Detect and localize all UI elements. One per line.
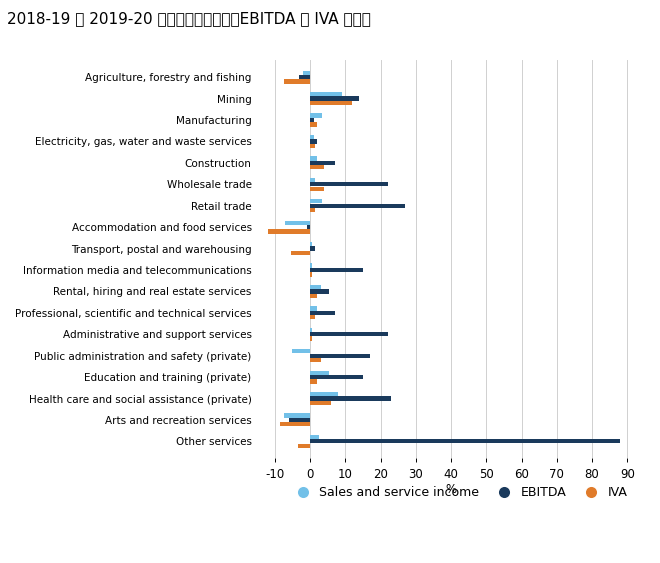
- Bar: [310, 435, 319, 439]
- Bar: [310, 306, 317, 311]
- Bar: [310, 332, 387, 336]
- Bar: [280, 422, 310, 426]
- Bar: [310, 272, 312, 276]
- Bar: [310, 328, 312, 332]
- Bar: [310, 186, 324, 191]
- Bar: [310, 294, 317, 298]
- Bar: [310, 379, 317, 383]
- Bar: [310, 358, 321, 362]
- Bar: [310, 315, 315, 319]
- Bar: [285, 221, 310, 225]
- Bar: [310, 101, 352, 105]
- Legend: Sales and service income, EBITDA, IVA: Sales and service income, EBITDA, IVA: [285, 481, 632, 504]
- Bar: [310, 139, 317, 144]
- Bar: [310, 392, 339, 396]
- Bar: [292, 349, 310, 354]
- Bar: [284, 413, 310, 418]
- X-axis label: %: %: [446, 483, 457, 497]
- Bar: [310, 375, 363, 379]
- Bar: [310, 268, 363, 272]
- Bar: [268, 229, 310, 234]
- Bar: [300, 75, 310, 79]
- Bar: [310, 289, 329, 293]
- Bar: [306, 225, 310, 229]
- Bar: [290, 251, 310, 255]
- Bar: [310, 92, 342, 96]
- Bar: [310, 370, 329, 375]
- Bar: [310, 135, 314, 139]
- Bar: [289, 418, 310, 422]
- Bar: [310, 401, 331, 405]
- Bar: [310, 122, 317, 127]
- Bar: [298, 444, 310, 448]
- Bar: [310, 311, 335, 315]
- Bar: [310, 178, 315, 182]
- Bar: [310, 354, 370, 358]
- Bar: [310, 114, 322, 118]
- Bar: [310, 160, 335, 165]
- Bar: [310, 242, 312, 246]
- Bar: [310, 165, 324, 169]
- Bar: [310, 204, 405, 208]
- Bar: [310, 182, 387, 186]
- Bar: [310, 118, 314, 122]
- Bar: [303, 70, 310, 75]
- Bar: [310, 285, 321, 289]
- Bar: [284, 79, 310, 84]
- Bar: [310, 199, 322, 203]
- Bar: [310, 144, 315, 148]
- Text: 2018-19 至 2019-20 年销售和服务收入、EBITDA 和 IVA 的变动: 2018-19 至 2019-20 年销售和服务收入、EBITDA 和 IVA …: [7, 11, 370, 26]
- Bar: [310, 157, 317, 160]
- Bar: [310, 96, 360, 101]
- Bar: [310, 396, 391, 401]
- Bar: [310, 263, 312, 268]
- Bar: [310, 337, 312, 341]
- Bar: [310, 208, 315, 212]
- Bar: [310, 247, 315, 251]
- Bar: [310, 439, 620, 444]
